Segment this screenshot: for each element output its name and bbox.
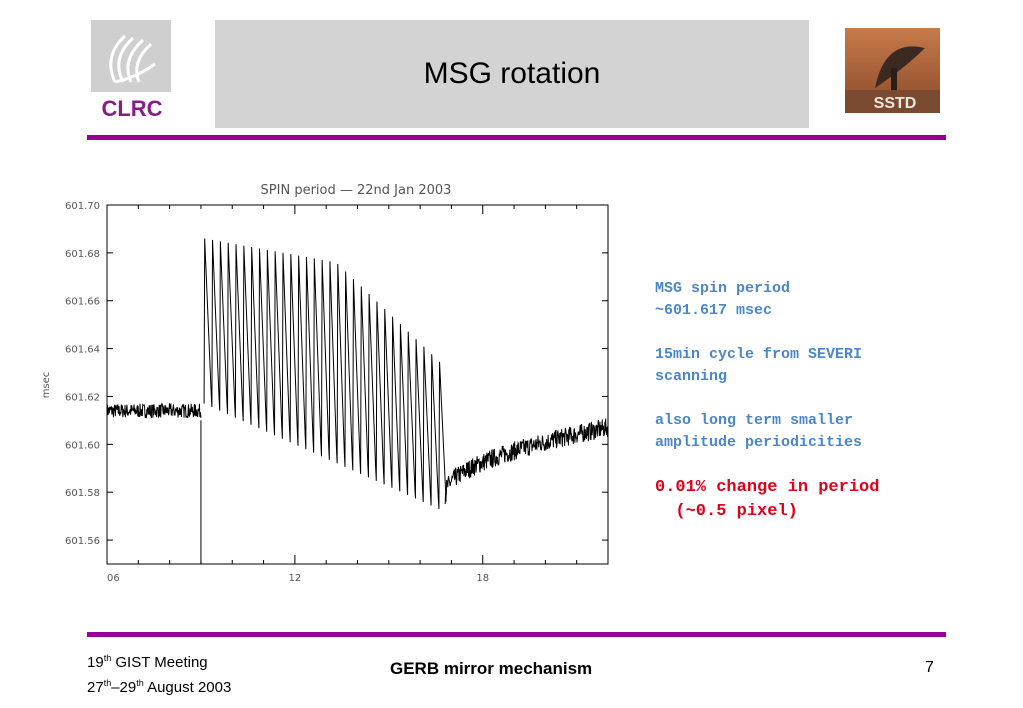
spin-period-chart: SPIN period — 22nd Jan 2003 msec 601.56 6… (30, 178, 620, 588)
x-tick-label: 12 (289, 573, 302, 584)
y-tick-label: 601.64 (65, 345, 100, 356)
series-segment (106, 402, 202, 419)
clrc-logo: CLRC (85, 20, 180, 121)
page-number: 7 (925, 659, 934, 676)
top-divider (87, 135, 946, 140)
y-tick-label: 601.68 (65, 249, 100, 260)
sstd-logo: SSTD (845, 28, 940, 113)
footer-meeting-info: 19th GIST Meeting 27th–29th August 2003 (87, 648, 231, 698)
y-tick-label: 601.62 (65, 392, 100, 403)
footer-date-line: 27th–29th August 2003 (87, 678, 232, 696)
note-periodicities: also long term smaller amplitude periodi… (655, 412, 863, 451)
note-change: 0.01% change in period (~0.5 pixel) (655, 478, 880, 521)
series-line-spin-period (106, 238, 609, 564)
y-tick-label: 601.70 (65, 201, 100, 212)
y-tick-label: 601.58 (65, 488, 100, 499)
note-cycle: 15min cycle from SEVERI scanning (655, 346, 863, 385)
footer-topic: GERB mirror mechanism (390, 659, 593, 678)
x-tick-label: 06 (107, 573, 120, 584)
y-tick-label: 601.66 (65, 297, 100, 308)
chart-title: SPIN period — 22nd Jan 2003 (261, 183, 452, 198)
x-tick-label: 18 (476, 573, 489, 584)
series-segment (444, 418, 609, 505)
title-banner: MSG rotation (215, 20, 809, 128)
bottom-divider (87, 632, 946, 637)
notes-panel: MSG spin period ~601.617 msec 15min cycl… (655, 278, 945, 546)
footer-meeting-line: 19th GIST Meeting (87, 653, 208, 671)
y-axis-label: msec (41, 372, 52, 399)
page-title: MSG rotation (423, 57, 601, 90)
sstd-logo-text: SSTD (874, 95, 917, 112)
note-spin-period: MSG spin period ~601.617 msec (655, 280, 791, 319)
clrc-logo-text: CLRC (101, 96, 162, 120)
y-tick-label: 601.60 (65, 440, 100, 451)
series-segment (203, 238, 447, 509)
y-tick-label: 601.56 (65, 536, 100, 547)
